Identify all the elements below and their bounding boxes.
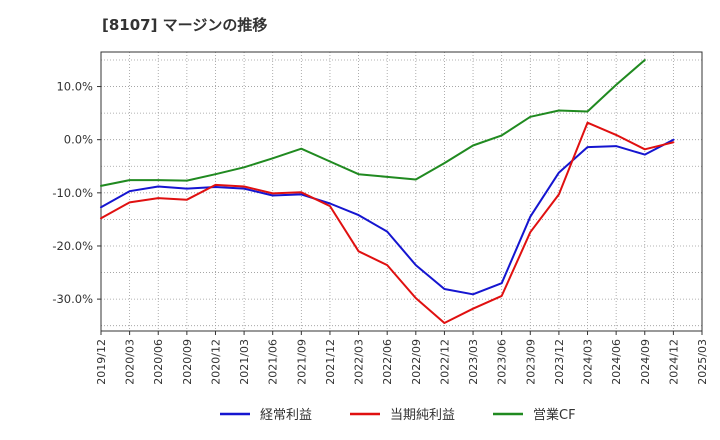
plot-frame <box>100 51 703 332</box>
x-tick-label: 2024/06 <box>610 339 623 385</box>
x-tick-label: 2023/06 <box>496 339 509 385</box>
x-tick-label: 2024/03 <box>582 339 595 385</box>
x-tick-label: 2023/12 <box>553 339 566 385</box>
x-tick-label: 2022/03 <box>353 339 366 385</box>
x-tick-label: 2023/09 <box>524 339 537 385</box>
x-tick-label: 2019/12 <box>95 339 108 385</box>
series-line-3 <box>100 59 646 187</box>
y-tick-label: 0.0% <box>64 133 93 147</box>
series-line-1 <box>100 138 675 296</box>
y-tick-label: 10.0% <box>56 80 93 94</box>
x-tick-label: 2022/09 <box>410 339 423 385</box>
x-tick-label: 2020/12 <box>209 339 222 385</box>
y-tick-label: -20.0% <box>52 239 93 253</box>
x-tick-label: 2022/06 <box>381 339 394 385</box>
x-tick-label: 2020/03 <box>124 339 137 385</box>
x-tick-label: 2021/06 <box>267 339 280 385</box>
chart-title: [8107] マージンの推移 <box>102 16 268 34</box>
x-tick-label: 2021/12 <box>324 339 337 385</box>
series-line-2 <box>100 121 675 324</box>
x-tick-label: 2022/12 <box>438 339 451 385</box>
x-tick-label: 2024/09 <box>639 339 652 385</box>
y-tick-label: -10.0% <box>52 186 93 200</box>
x-tick-label: 2020/09 <box>181 339 194 385</box>
legend-label-1: 経常利益 <box>260 408 312 423</box>
x-tick-label: 2024/12 <box>667 339 680 385</box>
x-tick-label: 2025/03 <box>696 339 709 385</box>
y-tick-label: -30.0% <box>52 292 93 306</box>
x-tick-label: 2023/03 <box>467 339 480 385</box>
x-tick-label: 2021/09 <box>295 339 308 385</box>
legend-label-3: 営業CF <box>533 407 576 423</box>
legend-label-2: 当期純利益 <box>390 408 455 423</box>
x-tick-label: 2021/03 <box>238 339 251 385</box>
x-tick-label: 2020/06 <box>152 339 165 385</box>
